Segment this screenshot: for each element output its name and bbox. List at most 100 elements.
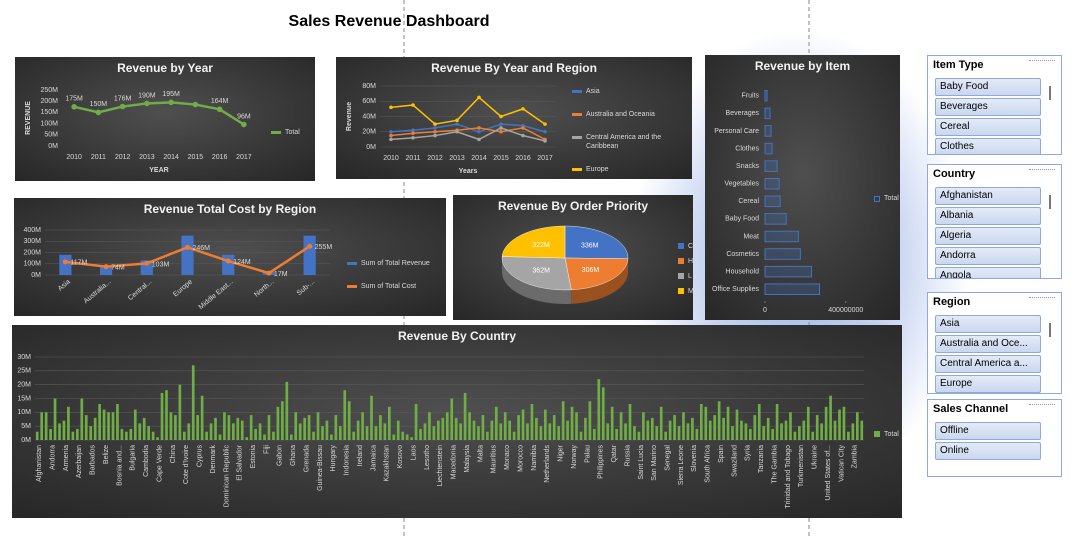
legend-label: C	[688, 243, 694, 250]
y-tick-label: 40M	[362, 113, 376, 120]
bar	[240, 420, 244, 440]
x-tick-label: Saint Lucia	[638, 445, 645, 480]
slicer-item[interactable]: Angola	[935, 267, 1041, 278]
x-tick-label: Mauritius	[491, 445, 498, 474]
marker	[455, 129, 459, 134]
y-axis-title: REVENUE	[25, 101, 32, 135]
x-tick-label: Macedonia	[451, 445, 458, 479]
chart-title: Revenue By Order Priority	[498, 199, 648, 213]
bar	[80, 398, 84, 440]
bar	[847, 431, 850, 440]
y-axis-title: Revenue	[346, 102, 353, 131]
marker	[95, 109, 102, 116]
slicer-item[interactable]: Cereal	[935, 118, 1041, 136]
x-tick-label: 2010	[383, 155, 399, 162]
bar	[182, 431, 186, 440]
data-label: 17M	[274, 271, 288, 278]
bar	[58, 423, 61, 440]
pie-slice	[564, 225, 629, 259]
slicer-item[interactable]: Online	[935, 442, 1041, 460]
slicer-item[interactable]: Algeria	[935, 227, 1041, 245]
legend-entry: Sum of Total Cost	[347, 282, 442, 291]
bar	[735, 409, 739, 440]
data-label: 306M	[582, 267, 600, 274]
marker	[389, 133, 393, 138]
marker	[455, 122, 459, 126]
x-tick-label: 2016	[515, 155, 531, 162]
slicer[interactable]: Country Afghanistan Albania Algeria Ando…	[927, 164, 1062, 279]
slicer-item[interactable]: Beverages	[935, 98, 1041, 116]
bar	[116, 404, 119, 440]
bar	[174, 415, 177, 440]
bar	[441, 417, 445, 440]
bar	[597, 379, 601, 440]
bar	[294, 412, 298, 440]
x-tick-label: Ghana	[290, 445, 297, 466]
legend-label: H	[688, 258, 694, 265]
bar	[254, 428, 257, 440]
x-tick-label: Denmark	[210, 445, 217, 474]
pie-slice	[564, 257, 629, 291]
bar	[668, 420, 672, 440]
slicer-item[interactable]: Offline	[935, 422, 1041, 440]
data-label: 195M	[162, 91, 180, 98]
bar	[548, 423, 552, 440]
slicer-item[interactable]: Central America a...	[935, 355, 1041, 373]
pie-slice	[501, 225, 566, 259]
x-axis-title: YEAR	[149, 167, 168, 174]
bar	[490, 420, 494, 440]
y-tick-label: 5M	[21, 423, 31, 430]
slicer-item[interactable]: Andorra	[935, 247, 1041, 265]
bar	[374, 426, 378, 440]
slicer-item[interactable]: Albania	[935, 207, 1041, 225]
marker	[192, 101, 199, 108]
legend-label: Australia and Oceania	[586, 111, 655, 118]
bar	[191, 365, 195, 440]
slicer-item[interactable]: Australia and Oce...	[935, 335, 1041, 353]
marker	[477, 126, 481, 130]
x-tick-label: Ukraine	[812, 445, 819, 469]
legend-label: Asia	[586, 88, 600, 95]
bar	[824, 406, 828, 440]
slicer[interactable]: Region Asia Australia and Oce... Central…	[927, 292, 1062, 394]
slicer-item[interactable]: Asia	[935, 315, 1041, 333]
data-label: 246M	[193, 245, 211, 252]
y-tick-label: 20M	[17, 382, 31, 389]
legend-swatch	[678, 258, 684, 264]
bar	[334, 415, 338, 440]
bar	[205, 431, 208, 440]
y-tick-label: 400M	[23, 227, 41, 234]
data-label: 124M	[233, 259, 251, 266]
x-tick-label: Slovenia	[691, 445, 698, 472]
bar	[593, 428, 596, 440]
slicer[interactable]: Item Type Baby Food Beverages Cereal Clo…	[927, 55, 1062, 155]
bar	[272, 431, 275, 440]
marker	[543, 139, 547, 143]
bar	[713, 415, 717, 440]
y-tick-label: Baby Food	[725, 216, 759, 223]
data-label: 336M	[581, 243, 599, 250]
bar	[833, 420, 837, 440]
y-tick-label: 25M	[17, 368, 31, 375]
slicer-item[interactable]: Clothes	[935, 138, 1041, 154]
marker	[455, 118, 459, 123]
x-tick-label: Belize	[103, 445, 110, 464]
x-tick-label: 2015	[493, 155, 509, 162]
legend-swatch	[572, 136, 582, 139]
slicer-title-text: Sales Channel	[933, 403, 1009, 415]
slicer-item[interactable]: Baby Food	[935, 78, 1041, 96]
y-tick-label: 15M	[17, 395, 31, 402]
y-tick-label: Clothes	[735, 145, 759, 152]
x-tick-label: 2016	[212, 154, 228, 161]
y-tick-label: 50M	[44, 132, 58, 139]
bar	[820, 423, 823, 440]
data-label: 190M	[138, 92, 156, 99]
slicer-item[interactable]: Europe	[935, 375, 1041, 393]
slicer-item[interactable]: Afghanistan	[935, 187, 1041, 205]
y-tick-label: Vegetables	[724, 181, 759, 188]
line	[390, 127, 546, 141]
bar	[744, 423, 748, 440]
bar	[450, 398, 454, 440]
slicer[interactable]: Sales Channel Offline Online	[927, 399, 1062, 477]
bar	[802, 420, 806, 440]
